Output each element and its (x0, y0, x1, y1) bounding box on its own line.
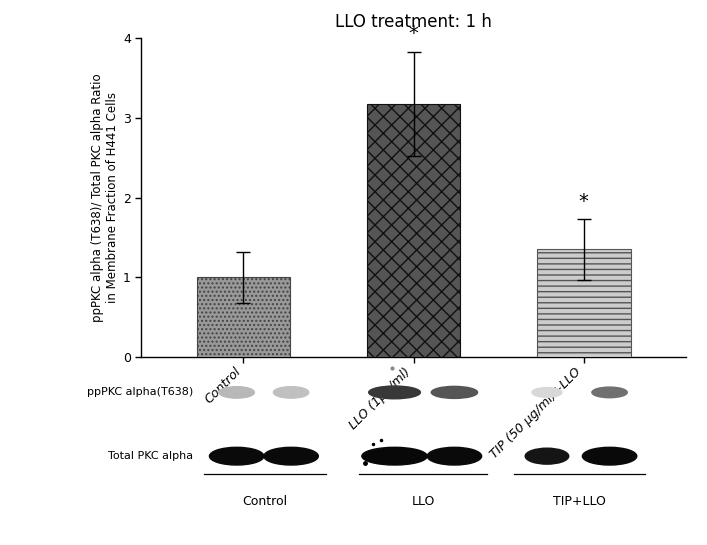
Bar (367, 104, 460, 357)
Text: *: * (409, 24, 419, 43)
Title: LLO treatment: 1 h: LLO treatment: 1 h (335, 13, 492, 31)
Ellipse shape (368, 386, 421, 399)
Text: TIP+LLO: TIP+LLO (553, 495, 606, 508)
Ellipse shape (583, 447, 637, 465)
Ellipse shape (362, 447, 427, 465)
Bar (197, 277, 291, 357)
Ellipse shape (219, 386, 255, 398)
Text: *: * (579, 192, 589, 211)
Bar (537, 250, 631, 357)
Text: Total PKC alpha: Total PKC alpha (108, 451, 193, 461)
Text: LLO: LLO (411, 495, 435, 508)
Text: Control: Control (243, 495, 288, 508)
Ellipse shape (431, 386, 477, 398)
Ellipse shape (209, 447, 264, 465)
Ellipse shape (427, 447, 481, 465)
Text: ppPKC alpha(T638): ppPKC alpha(T638) (87, 387, 193, 397)
Ellipse shape (264, 447, 318, 465)
Ellipse shape (592, 387, 627, 398)
Ellipse shape (525, 448, 568, 464)
Ellipse shape (532, 387, 562, 397)
Ellipse shape (274, 386, 309, 398)
Y-axis label: ppPKC alpha (T638)/ Total PKC alpha Ratio
in Membrane Fraction of H441 Cells: ppPKC alpha (T638)/ Total PKC alpha Rati… (90, 73, 119, 322)
